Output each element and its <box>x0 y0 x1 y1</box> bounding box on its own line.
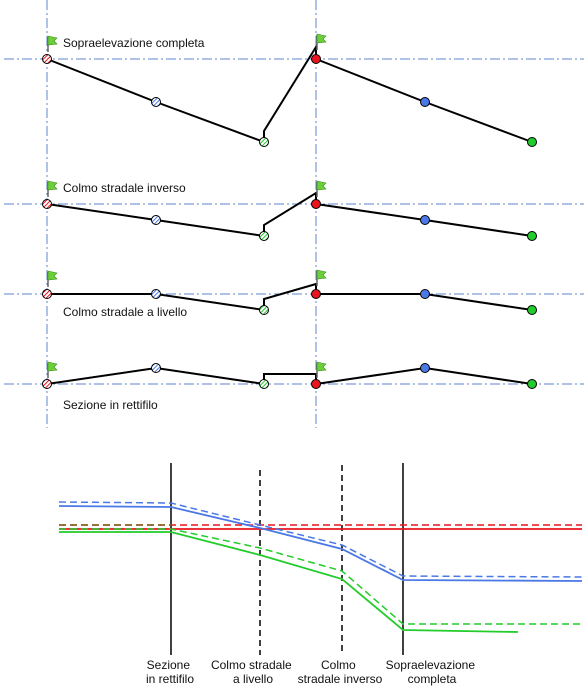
point-right-green <box>527 305 537 315</box>
profile-label: Colmo stradale inverso <box>63 181 186 195</box>
profile-sezione-in-rettifilo: Sezione in rettifilo <box>42 361 537 412</box>
station-label-colmo-stradale-a-livello: Colmo stradale a livello <box>211 658 295 686</box>
cross-section-panel: Sopraelevazione completa Colmo stradale … <box>4 0 584 428</box>
point-right-blue <box>420 363 430 373</box>
transition-diagram: Sezione in rettifilo Colmo stradale a li… <box>58 463 583 686</box>
point-left-green <box>259 137 269 147</box>
point-right-green <box>527 137 537 147</box>
flag-icon <box>316 361 327 378</box>
flag-icon <box>47 35 58 52</box>
profile-line-left <box>46 43 317 144</box>
point-right-blue <box>420 215 430 225</box>
profile-colmo-stradale-a-livello: Colmo stradale a livello <box>42 269 537 319</box>
profile-label: Colmo stradale a livello <box>63 305 187 319</box>
point-right-blue <box>420 97 430 107</box>
profile-label: Sezione in rettifilo <box>63 398 158 412</box>
point-left-blue <box>151 289 161 299</box>
point-left-green <box>259 379 269 389</box>
point-left-red <box>42 54 52 64</box>
point-left-red <box>42 199 52 209</box>
point-right-red <box>311 379 321 389</box>
flag-icon <box>316 33 327 50</box>
point-left-green <box>259 305 269 315</box>
point-left-blue <box>151 215 161 225</box>
point-left-green <box>259 231 269 241</box>
blue-line-solid <box>58 505 583 582</box>
point-right-red <box>311 54 321 64</box>
station-label-sopraelevazione-completa: Sopraelevazione completa <box>386 658 479 686</box>
green-line-dashed <box>59 528 582 625</box>
point-right-green <box>527 379 537 389</box>
profile-line-left <box>47 282 317 312</box>
flag-icon <box>316 269 327 286</box>
station-label-sezione-in-rettifilo: Sezione in rettifilo <box>146 658 194 686</box>
profile-sopraelevazione-completa: Sopraelevazione completa <box>42 33 537 147</box>
flag-icon <box>47 180 58 197</box>
profile-colmo-stradale-inverso: Colmo stradale inverso <box>42 180 537 241</box>
point-left-blue <box>151 363 161 373</box>
point-right-green <box>527 231 537 241</box>
flag-icon <box>316 180 327 197</box>
blue-line-dashed <box>58 501 583 578</box>
station-label-colmo-stradale-inverso: Colmo stradale inverso <box>298 658 383 686</box>
point-left-red <box>42 379 52 389</box>
flag-icon <box>47 361 58 378</box>
profile-line-left <box>46 191 317 238</box>
point-right-red <box>311 289 321 299</box>
green-line-solid <box>59 531 519 633</box>
point-left-red <box>42 289 52 299</box>
profile-line-left <box>46 366 317 386</box>
point-left-blue <box>151 97 161 107</box>
flag-icon <box>47 270 58 287</box>
point-right-red <box>311 199 321 209</box>
profile-label: Sopraelevazione completa <box>63 36 205 50</box>
point-right-blue <box>420 289 430 299</box>
